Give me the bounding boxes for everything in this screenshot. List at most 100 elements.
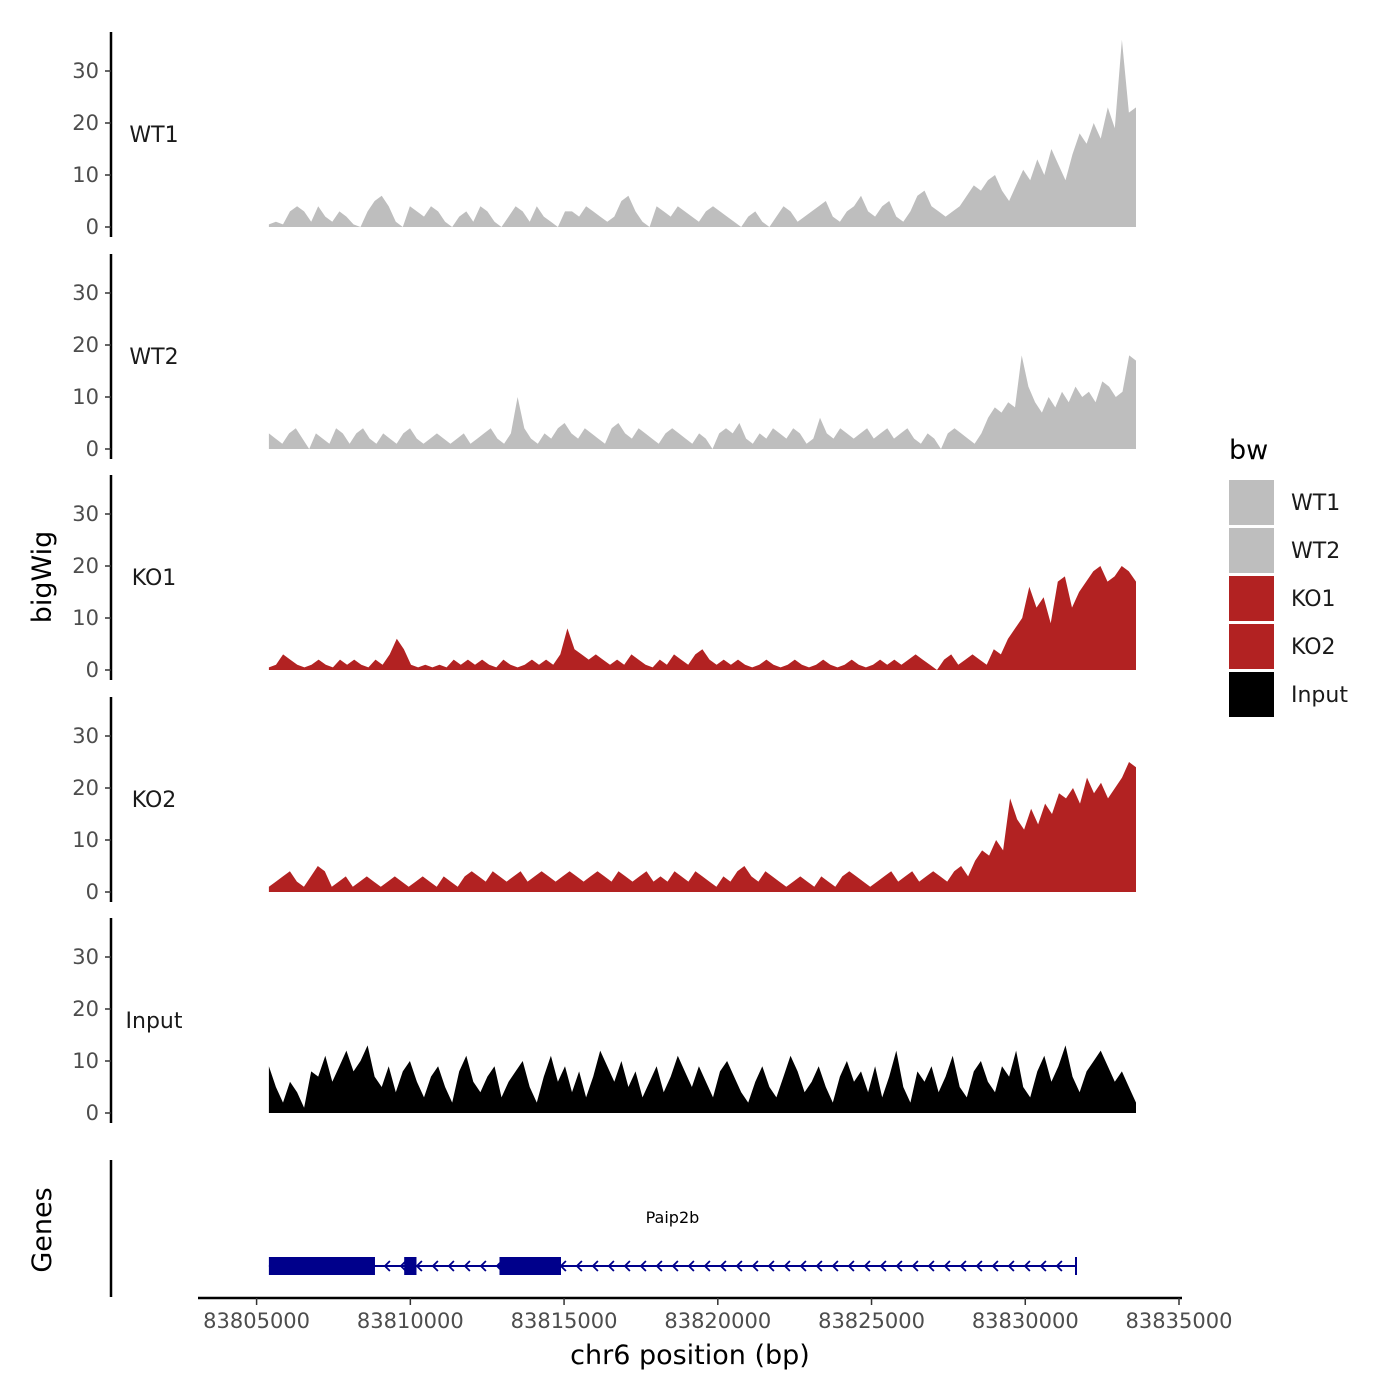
y-tick-label: 30	[72, 724, 99, 748]
y-tick-label: 30	[72, 281, 99, 305]
legend-label-input: Input	[1291, 683, 1348, 708]
track-ko2: 0 10 20 30 KO2	[72, 697, 1136, 904]
gene-track: Paip2b	[109, 1160, 1077, 1297]
y-tick-label: 10	[72, 385, 99, 409]
legend-swatch-input	[1229, 672, 1274, 717]
legend-title: bw	[1229, 435, 1268, 466]
signal-area-ko2	[268, 762, 1136, 892]
strand-arrow	[895, 1260, 903, 1272]
legend: bw WT1 WT2 KO1 KO2 Input	[1229, 435, 1348, 717]
legend-swatch-ko1	[1229, 576, 1274, 621]
y-tick-label: 20	[72, 333, 99, 357]
x-tick-label: 83825000	[818, 1309, 925, 1333]
strand-arrow	[1007, 1260, 1015, 1272]
strand-arrow	[943, 1260, 951, 1272]
x-axis-title: chr6 position (bp)	[570, 1340, 810, 1371]
strand-arrow	[927, 1260, 935, 1272]
y-tick-label: 20	[72, 111, 99, 135]
strand-arrow	[975, 1260, 983, 1272]
y-tick-label: 0	[86, 1101, 99, 1125]
y-tick-label: 30	[72, 59, 99, 83]
y-tick-label: 30	[72, 502, 99, 526]
legend-label-ko1: KO1	[1291, 587, 1336, 612]
strand-arrow	[735, 1260, 743, 1272]
signal-area-ko1	[268, 566, 1136, 670]
signal-area-wt1	[268, 39, 1136, 227]
tracks-layer: 0 10 20 30 WT1 0 10 20 30 WT2 0 10 20 30 KO1 0 10 20 30 KO2…	[72, 32, 1136, 1125]
strand-arrow	[703, 1260, 711, 1272]
strand-arrow	[863, 1260, 871, 1272]
strand-arrow	[591, 1260, 599, 1272]
y-tick-label: 10	[72, 828, 99, 852]
gene-exon	[268, 1257, 375, 1275]
y-tick-label: 20	[72, 776, 99, 800]
strand-arrow	[815, 1260, 823, 1272]
strand-arrow	[415, 1260, 423, 1272]
track-label-ko2: KO2	[132, 788, 177, 813]
track-wt1: 0 10 20 30 WT1	[72, 32, 1136, 239]
gene-paip2b: Paip2b	[268, 1208, 1077, 1275]
track-input: 0 10 20 30 Input	[72, 918, 1136, 1125]
gene-label: Paip2b	[646, 1208, 700, 1227]
strand-arrow	[575, 1260, 583, 1272]
y-tick-label: 0	[86, 215, 99, 239]
strand-arrow	[447, 1260, 455, 1272]
strand-arrow	[1023, 1260, 1031, 1272]
legend-label-ko2: KO2	[1291, 635, 1336, 660]
strand-arrow	[687, 1260, 695, 1272]
y-tick-label: 10	[72, 606, 99, 630]
x-tick-label: 83830000	[972, 1309, 1079, 1333]
x-tick-label: 83835000	[1126, 1309, 1233, 1333]
strand-arrow	[831, 1260, 839, 1272]
strand-arrow	[767, 1260, 775, 1272]
strand-arrow	[879, 1260, 887, 1272]
y-tick-label: 0	[86, 437, 99, 461]
strand-arrow	[431, 1260, 439, 1272]
y-tick-label: 0	[86, 880, 99, 904]
track-label-wt1: WT1	[129, 123, 178, 148]
strand-arrow	[719, 1260, 727, 1272]
x-tick-label: 83820000	[664, 1309, 771, 1333]
strand-arrow	[639, 1260, 647, 1272]
track-ko1: 0 10 20 30 KO1	[72, 475, 1136, 682]
strand-arrow	[799, 1260, 807, 1272]
strand-arrow	[1055, 1260, 1063, 1272]
x-tick-label: 83805000	[203, 1309, 310, 1333]
legend-label-wt2: WT2	[1291, 539, 1340, 564]
strand-arrow	[991, 1260, 999, 1272]
strand-arrow	[911, 1260, 919, 1272]
strand-arrow	[623, 1260, 631, 1272]
signal-area-input	[268, 1045, 1136, 1113]
strand-arrow	[383, 1260, 391, 1272]
strand-arrow	[479, 1260, 487, 1272]
track-label-ko1: KO1	[132, 566, 177, 591]
strand-arrow	[783, 1260, 791, 1272]
strand-arrow	[959, 1260, 967, 1272]
x-axis: 83805000 83810000 83815000 83820000 83825000…	[198, 1296, 1233, 1333]
legend-swatch-wt2	[1229, 528, 1274, 573]
legend-swatch-wt1	[1229, 480, 1274, 525]
gene-exon	[499, 1257, 561, 1275]
strand-arrow	[607, 1260, 615, 1272]
signal-area-wt2	[268, 355, 1136, 449]
strand-arrow	[751, 1260, 759, 1272]
legend-swatch-ko2	[1229, 624, 1274, 669]
y-tick-label: 10	[72, 1049, 99, 1073]
gene-exon	[404, 1257, 417, 1275]
y-tick-label: 0	[86, 658, 99, 682]
legend-label-wt1: WT1	[1291, 491, 1340, 516]
track-wt2: 0 10 20 30 WT2	[72, 254, 1136, 461]
x-tick-label: 83810000	[357, 1309, 464, 1333]
strand-arrow	[847, 1260, 855, 1272]
y-axis-title: bigWig	[27, 531, 58, 624]
strand-arrow	[463, 1260, 471, 1272]
y-tick-label: 10	[72, 163, 99, 187]
y-tick-label: 30	[72, 945, 99, 969]
x-tick-label: 83815000	[511, 1309, 618, 1333]
track-label-input: Input	[126, 1009, 183, 1034]
y-tick-label: 20	[72, 997, 99, 1021]
strand-arrow	[671, 1260, 679, 1272]
strand-arrow	[1039, 1260, 1047, 1272]
track-label-wt2: WT2	[129, 345, 178, 370]
